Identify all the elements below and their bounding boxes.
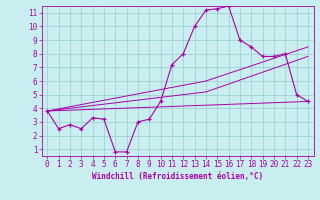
X-axis label: Windchill (Refroidissement éolien,°C): Windchill (Refroidissement éolien,°C) xyxy=(92,172,263,181)
